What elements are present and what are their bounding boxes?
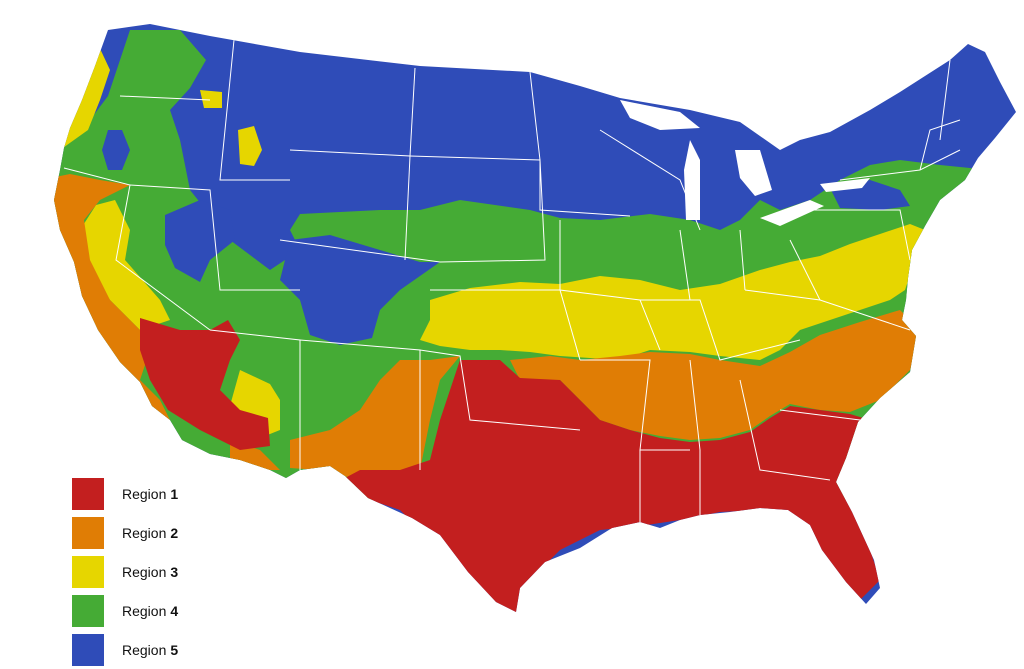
state-borders bbox=[63, 39, 961, 526]
legend-word: Region bbox=[122, 524, 167, 541]
state-border bbox=[919, 119, 961, 171]
state-border bbox=[219, 39, 290, 181]
state-border bbox=[689, 359, 701, 515]
legend-item-region-5: Region 5 bbox=[72, 630, 272, 669]
map-legend: Region 1 Region 2 Region 3 Region 4 Region 5 bbox=[72, 474, 272, 669]
region-5-area bbox=[165, 200, 235, 282]
state-border bbox=[779, 409, 861, 421]
legend-item-region-1: Region 1 bbox=[72, 474, 272, 513]
state-border bbox=[419, 349, 581, 431]
legend-number: 3 bbox=[170, 563, 179, 580]
state-border bbox=[739, 379, 831, 481]
legend-word: Region bbox=[122, 563, 167, 580]
region-5-area bbox=[102, 130, 130, 170]
legend-item-region-4: Region 4 bbox=[72, 591, 272, 630]
region-3-area bbox=[80, 200, 170, 330]
state-border bbox=[580, 359, 690, 451]
state-border bbox=[640, 299, 801, 361]
legend-label-region-1: Region 1 bbox=[122, 486, 178, 502]
legend-label-region-3: Region 3 bbox=[122, 564, 178, 580]
state-border bbox=[129, 184, 300, 291]
legend-item-region-2: Region 2 bbox=[72, 513, 272, 552]
legend-swatch-region-1 bbox=[72, 477, 104, 510]
legend-number: 2 bbox=[170, 524, 179, 541]
lake-erie bbox=[760, 200, 824, 226]
legend-word: Region bbox=[122, 641, 167, 658]
state-border bbox=[679, 229, 691, 301]
lake-ontario bbox=[820, 178, 870, 192]
legend-label-region-5: Region 5 bbox=[122, 642, 178, 658]
legend-item-region-3: Region 3 bbox=[72, 552, 272, 591]
region-2-area bbox=[290, 356, 460, 500]
legend-word: Region bbox=[122, 485, 167, 502]
lake-michigan bbox=[684, 140, 700, 220]
region-3-area bbox=[200, 90, 222, 108]
legend-swatch-region-5 bbox=[72, 633, 104, 666]
state-border bbox=[63, 167, 211, 331]
legend-swatch-region-2 bbox=[72, 516, 104, 549]
state-border bbox=[789, 239, 821, 301]
region-1-area bbox=[345, 360, 880, 612]
region-3-area bbox=[238, 126, 262, 166]
lake-superior bbox=[620, 100, 700, 130]
state-border bbox=[559, 220, 661, 351]
great-lakes bbox=[620, 100, 870, 226]
state-border bbox=[529, 71, 631, 217]
region-1-area bbox=[140, 318, 270, 450]
legend-swatch-region-4 bbox=[72, 594, 104, 627]
legend-word: Region bbox=[122, 602, 167, 619]
state-border bbox=[800, 209, 911, 261]
state-border bbox=[409, 67, 416, 157]
state-border bbox=[119, 95, 211, 101]
region-2-area bbox=[54, 174, 170, 430]
legend-swatch-region-3 bbox=[72, 555, 104, 588]
state-border bbox=[739, 229, 746, 291]
lake-huron bbox=[735, 150, 772, 196]
region-2-area bbox=[510, 310, 920, 440]
legend-number: 4 bbox=[170, 602, 179, 619]
state-border bbox=[939, 59, 951, 141]
state-border bbox=[279, 239, 441, 263]
legend-number: 1 bbox=[170, 485, 179, 502]
legend-label-region-2: Region 2 bbox=[122, 525, 178, 541]
legend-number: 5 bbox=[170, 641, 179, 658]
region-5-area bbox=[280, 235, 440, 345]
legend-label-region-4: Region 4 bbox=[122, 603, 178, 619]
region-3-area bbox=[420, 224, 925, 360]
